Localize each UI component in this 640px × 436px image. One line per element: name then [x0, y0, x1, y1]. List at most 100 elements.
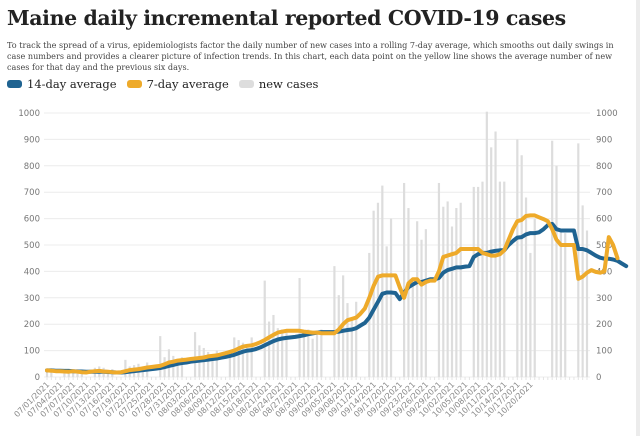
y-tick-label-right: 700: [596, 188, 612, 198]
new-cases-bar: [381, 185, 384, 377]
new-cases-bar: [389, 218, 393, 377]
new-cases-bar: [124, 359, 127, 377]
chart-title: Maine daily incremental reported COVID-1…: [7, 6, 566, 30]
new-cases-bar: [176, 361, 179, 377]
new-cases-bar: [516, 139, 519, 377]
new-cases-bar: [211, 355, 214, 377]
y-tick-label-left: 1000: [18, 109, 40, 119]
new-cases-bar: [241, 342, 245, 377]
y-tick-label-left: 100: [24, 347, 40, 357]
y-tick-label-left: 900: [24, 135, 40, 145]
new-cases-bar: [551, 140, 554, 377]
new-cases-bar: [477, 186, 480, 377]
y-tick-label-right: 200: [596, 320, 612, 330]
legend-swatch-14-day: [7, 80, 22, 88]
new-cases-bar: [420, 239, 423, 377]
new-cases-bar: [311, 338, 314, 377]
new-cases-bar: [424, 229, 427, 377]
new-cases-bar: [276, 328, 279, 377]
y-tick-label-left: 200: [24, 320, 40, 330]
new-cases-bar: [45, 369, 49, 377]
new-cases-bar: [193, 332, 197, 377]
legend-item-new-cases[interactable]: new cases: [238, 77, 319, 91]
new-cases-bar: [577, 143, 580, 377]
7-day-average-line: [45, 213, 620, 375]
new-cases-bar: [298, 278, 301, 377]
new-cases-bar: [416, 221, 419, 377]
y-tick-label-left: 400: [24, 267, 40, 277]
new-cases-bar: [490, 147, 493, 377]
new-cases-bar: [455, 208, 458, 377]
new-cases-bar: [564, 233, 567, 377]
new-cases-bar: [346, 303, 349, 377]
new-cases-bar: [450, 226, 454, 377]
y-tick-label-right: 100: [596, 347, 612, 357]
new-cases-bar: [250, 337, 253, 377]
y-tick-label-left: 800: [24, 162, 40, 172]
y-tick-label-right: 300: [596, 294, 612, 304]
legend-swatch-7-day: [126, 80, 142, 88]
new-cases-bar: [372, 210, 375, 377]
new-cases-bar: [442, 206, 445, 377]
new-cases-bar: [285, 330, 288, 377]
legend-item-7-day[interactable]: 7-day average: [126, 77, 229, 91]
new-cases-bar: [446, 201, 449, 377]
new-cases-bar: [559, 230, 562, 377]
new-cases-bar: [555, 165, 558, 377]
new-cases-bar: [520, 155, 523, 377]
new-cases-bar: [503, 181, 506, 377]
new-cases-bar: [315, 333, 319, 377]
legend-item-14-day[interactable]: 14-day average: [7, 77, 117, 91]
new-cases-bar: [585, 230, 589, 377]
new-cases-bars: [45, 111, 589, 380]
new-cases-bar: [481, 181, 484, 377]
new-cases-bar: [581, 205, 584, 377]
average-lines: [45, 213, 629, 375]
y-tick-label-right: 0: [596, 373, 601, 383]
new-cases-bar: [63, 371, 66, 377]
chart-legend: 14-day average 7-day average new cases: [7, 77, 328, 91]
y-tick-label-left: 500: [24, 241, 40, 251]
new-cases-bar: [333, 266, 336, 377]
y-axis-left: 0 100 200 300 400 500 600 700 800 900 1000: [18, 109, 40, 383]
y-tick-label-left: 600: [24, 215, 40, 225]
new-cases-bar: [281, 329, 284, 377]
new-cases-bar: [407, 208, 410, 377]
new-cases-bar: [320, 329, 323, 377]
new-cases-bar: [402, 182, 406, 377]
new-cases-bar: [215, 350, 218, 377]
new-cases-bar: [202, 347, 205, 377]
legend-label-7-day: 7-day average: [146, 77, 229, 91]
y-tick-label-right: 800: [596, 162, 612, 172]
y-tick-label-right: 1000: [596, 109, 618, 119]
new-cases-bar: [411, 284, 414, 377]
y-tick-label-left: 300: [24, 294, 40, 304]
new-cases-bar: [233, 337, 236, 377]
new-cases-bar: [529, 252, 532, 377]
new-cases-bar: [302, 330, 306, 377]
new-cases-bar: [228, 351, 232, 377]
new-cases-bar: [355, 301, 358, 377]
new-cases-bar: [459, 202, 462, 377]
new-cases-bar: [337, 295, 340, 377]
x-axis: 07/01/202107/04/202107/07/202107/10/2021…: [12, 380, 534, 419]
new-cases-bar: [267, 321, 271, 377]
new-cases-bar: [237, 340, 240, 377]
new-cases-bar: [272, 314, 275, 377]
y-tick-label-right: 900: [596, 135, 612, 145]
new-cases-bar: [472, 186, 475, 377]
new-cases-bar: [159, 336, 162, 377]
new-cases-bar: [72, 370, 75, 377]
new-cases-bar: [533, 218, 536, 377]
new-cases-bar: [80, 371, 83, 377]
legend-label-new-cases: new cases: [258, 77, 319, 91]
legend-label-14-day: 14-day average: [27, 77, 117, 91]
new-cases-bar: [180, 357, 184, 377]
new-cases-bar: [350, 318, 353, 377]
new-cases-bar: [207, 351, 210, 377]
new-cases-bar: [246, 347, 249, 377]
new-cases-bar: [263, 280, 266, 377]
y-tick-label-left: 0: [35, 373, 40, 383]
